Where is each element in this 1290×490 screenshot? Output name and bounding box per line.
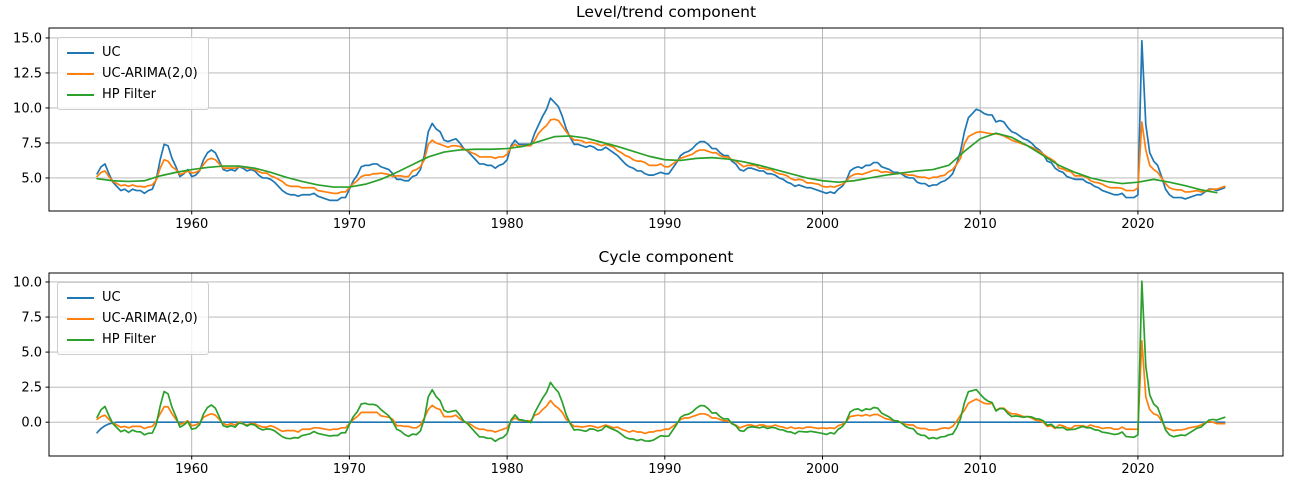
series-line-uc [96,39,1226,202]
y-tick-label: 2.5 [21,381,42,396]
legend-line-swatch [67,51,94,54]
chart-title: Cycle component [598,248,734,266]
x-tick-label: 1980 [491,462,524,477]
legend-item-uc: UC [67,287,198,308]
series-line-uc-arima-2-0 [96,118,1226,195]
y-tick-label: 10.0 [13,275,42,290]
y-tick-label: 0.0 [21,416,42,431]
y-tick-label: 5.0 [21,346,42,361]
legend-item-hp-filter: HP Filter [67,329,198,350]
legend-line-swatch [67,93,94,96]
series-line-uc [96,421,1226,434]
y-tick-label: 15.0 [13,31,42,46]
x-tick-label: 1970 [333,462,366,477]
x-tick-label: 2020 [1121,217,1154,232]
x-tick-label: 1970 [333,217,366,232]
legend-line-swatch [67,296,94,299]
axes-spine [48,272,1284,457]
chart-title: Level/trend component [575,3,757,21]
plot-canvas: 5.0 7.5 10.0 12.5 15.0 1960 1970 1980 1990 2000 20… [13,27,1284,232]
legend-label: HP Filter [102,332,156,347]
x-tick-label: 1980 [491,217,524,232]
x-tick-label: 2010 [964,217,997,232]
series-line-hp-filter [96,280,1226,443]
x-tick-label: 2010 [964,462,997,477]
x-tick-label: 1990 [648,217,681,232]
x-tick-label: 2000 [806,217,839,232]
legend-label: UC-ARIMA(2,0) [102,66,198,81]
x-tick-label: 1990 [648,462,681,477]
series-line-uc-arima-2-0 [96,340,1226,435]
series-line-hp-filter [96,132,1218,194]
legend-line-swatch [67,72,94,75]
x-tick-label: 1960 [175,217,208,232]
level-trend-chart: Level/trend component 5.0 7.5 10.0 12.5 15.0… [13,3,1284,232]
legend-label: UC-ARIMA(2,0) [102,311,198,326]
plot-canvas: 0.0 2.5 5.0 7.5 10.0 1960 1970 1980 1990 2000 2010… [13,272,1284,477]
legend-item-uc-arima-2-0: UC-ARIMA(2,0) [67,308,198,329]
cycle-chart: Cycle component 0.0 2.5 5.0 7.5 10.0 1960 1970… [0,245,1290,490]
legend-label: UC [102,45,121,60]
x-tick-label: 2000 [806,462,839,477]
legend-line-swatch [67,338,94,341]
legend-line-swatch [67,317,94,320]
axes-spine [48,27,1284,212]
y-tick-label: 7.5 [21,311,42,326]
y-tick-label: 12.5 [13,66,42,81]
y-tick-label: 5.0 [21,171,42,186]
y-tick-label: 10.0 [13,101,42,116]
y-tick-label: 7.5 [21,136,42,151]
legend-label: UC [102,290,121,305]
legend-item-uc-arima-2-0: UC-ARIMA(2,0) [67,63,198,84]
legend-item-uc: UC [67,42,198,63]
legend: UC UC-ARIMA(2,0) HP Filter [57,37,209,110]
x-tick-label: 1960 [175,462,208,477]
x-tick-label: 2020 [1121,462,1154,477]
legend-item-hp-filter: HP Filter [67,84,198,105]
legend-label: HP Filter [102,87,156,102]
legend: UC UC-ARIMA(2,0) HP Filter [57,282,209,355]
